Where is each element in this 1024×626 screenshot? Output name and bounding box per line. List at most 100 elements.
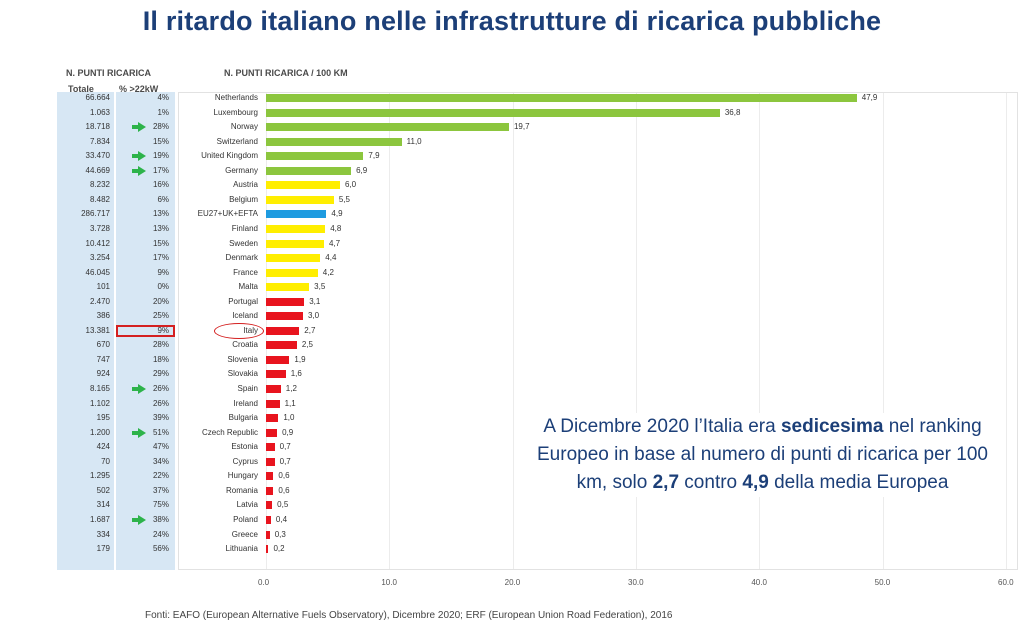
table-total-cell: 3.254 — [89, 253, 110, 263]
bar — [266, 355, 290, 364]
table-total-cell: 70 — [101, 456, 110, 466]
table-pct-cell: 1% — [157, 107, 169, 117]
category-label: United Kingdom — [201, 151, 258, 161]
bar — [266, 341, 297, 350]
table-total-cell: 66.664 — [85, 93, 110, 102]
table-pct-cell: 18% — [152, 354, 169, 364]
bar — [266, 486, 274, 495]
value-label: 4,7 — [328, 238, 341, 248]
table-total-cell: 101 — [96, 282, 110, 292]
category-label: Spain — [237, 384, 258, 393]
table-total-cell: 46.045 — [85, 267, 110, 277]
category-label: Denmark — [225, 253, 258, 263]
annotation-part-3: contro — [679, 472, 743, 493]
x-tick-label: 20.0 — [504, 578, 521, 587]
page-title: Il ritardo italiano nelle infrastrutture… — [142, 6, 882, 36]
value-label: 1,9 — [294, 354, 306, 364]
x-gridline — [882, 93, 884, 569]
category-label: Slovakia — [227, 369, 258, 379]
green-arrow-icon — [132, 384, 146, 394]
table-pct-cell: 13% — [152, 209, 169, 219]
table-pct-cell: 15% — [152, 136, 169, 146]
value-label: 4,4 — [325, 253, 337, 263]
table-total-cell: 13.381 — [85, 325, 110, 335]
x-tick-label: 0.0 — [258, 578, 270, 587]
bar — [266, 312, 303, 321]
table-pct-cell: 20% — [152, 296, 169, 306]
category-label: Slovenia — [227, 354, 258, 364]
category-label: Sweden — [229, 238, 258, 248]
table-pct-cell: 26% — [152, 384, 169, 393]
bar — [266, 108, 720, 117]
table-total-cell: 44.669 — [85, 165, 110, 175]
table-pct-cell: 6% — [157, 194, 169, 204]
table-total-cell: 1.102 — [89, 398, 110, 408]
bar — [266, 443, 275, 452]
value-label: 0,2 — [273, 544, 285, 554]
category-label: Latvia — [236, 500, 258, 510]
bar — [266, 152, 364, 161]
table-total-cell: 8.232 — [89, 180, 110, 190]
bar — [266, 166, 352, 175]
value-label: 2,5 — [301, 340, 313, 350]
table-total-cell: 1.295 — [89, 471, 110, 481]
table-total-cell: 3.728 — [89, 223, 110, 233]
green-arrow-icon — [132, 427, 146, 438]
table-pct-cell: 26% — [152, 398, 169, 408]
table-total-cell: 33.470 — [85, 151, 110, 161]
category-label: Belgium — [229, 194, 258, 204]
table-pct-cell: 4% — [157, 93, 169, 102]
category-label: Poland — [233, 514, 258, 524]
category-label: Bulgaria — [228, 413, 258, 423]
category-label: Malta — [238, 282, 258, 292]
bar — [266, 195, 334, 204]
value-label: 1,2 — [285, 384, 297, 393]
table-col-pct: % >22kW — [119, 84, 159, 94]
green-arrow-icon — [132, 165, 146, 176]
x-gridline — [1006, 93, 1007, 569]
category-label: Cyprus — [232, 456, 258, 466]
green-arrow-icon — [132, 151, 146, 162]
bar — [266, 181, 340, 190]
value-label: 1,0 — [283, 413, 295, 423]
table-total-cell: 195 — [96, 413, 110, 423]
table-pct-cell: 47% — [152, 442, 169, 452]
table-total-cell: 334 — [96, 529, 110, 539]
table-total-cell: 314 — [96, 500, 110, 510]
table-pct-cell: 15% — [152, 238, 169, 248]
value-label: 0,9 — [282, 427, 294, 437]
bar — [266, 224, 326, 233]
value-label: 4,2 — [322, 267, 334, 277]
bar — [266, 123, 509, 132]
bar — [266, 472, 274, 481]
table-total-cell: 424 — [96, 442, 110, 452]
x-gridline — [759, 93, 761, 569]
table-separator — [114, 92, 116, 570]
bar — [266, 501, 273, 510]
bar — [266, 530, 270, 539]
table-total-cell: 179 — [96, 544, 110, 554]
table-header: N. PUNTI RICARICA — [66, 68, 151, 78]
category-label: EU27+UK+EFTA — [197, 209, 258, 219]
bar — [266, 239, 324, 248]
bar — [266, 137, 402, 146]
annotation-part-4: della media Europea — [768, 472, 949, 493]
table-total-cell: 386 — [96, 311, 110, 321]
category-label: Finland — [231, 223, 258, 233]
green-arrow-icon — [132, 122, 146, 133]
value-label: 0,3 — [274, 529, 286, 539]
x-tick-label: 50.0 — [874, 578, 891, 587]
x-tick-label: 40.0 — [751, 578, 767, 587]
table-total-cell: 10.412 — [85, 238, 110, 248]
category-label: Estonia — [231, 442, 258, 452]
category-label: Croatia — [232, 340, 258, 350]
x-gridline — [389, 93, 391, 569]
annotation-text: A Dicembre 2020 l’Italia era sedicesima … — [525, 413, 1000, 497]
category-label: Germany — [225, 165, 258, 175]
bar — [266, 414, 279, 423]
italy-highlight-ring — [214, 322, 264, 339]
value-label: 0,6 — [278, 471, 290, 481]
bar — [266, 254, 321, 263]
table-pct-cell: 17% — [152, 165, 169, 175]
highlight-box — [116, 324, 175, 337]
